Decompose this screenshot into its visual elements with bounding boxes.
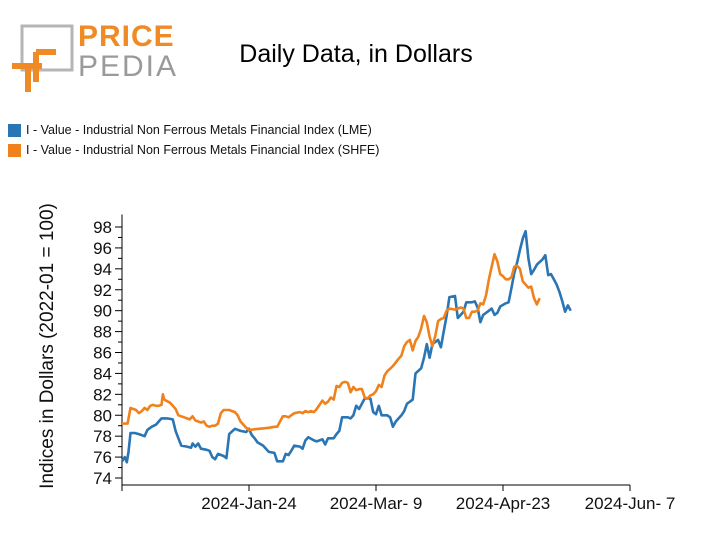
legend-swatch-shfe	[8, 143, 21, 157]
logo-square	[20, 24, 74, 72]
series-group	[120, 229, 572, 464]
y-tick-label: 94	[93, 260, 112, 279]
y-tick-label: 88	[93, 323, 112, 342]
legend-item-shfe[interactable]: I - Value - Industrial Non Ferrous Metal…	[8, 140, 379, 160]
legend-swatch-lme	[8, 123, 21, 137]
y-tick-label: 86	[93, 344, 112, 363]
y-tick-label: 74	[93, 469, 112, 488]
series-line-shfe	[122, 252, 541, 432]
y-tick-label: 98	[93, 218, 112, 237]
y-axis-label: Indices in Dollars (2022-01 = 100)	[37, 203, 58, 489]
logo-mark	[12, 24, 74, 92]
chart-title: Daily Data, in Dollars	[239, 40, 473, 68]
y-tick-label: 76	[93, 448, 112, 467]
y-tick-label: 90	[93, 302, 112, 321]
y-tick-label: 82	[93, 385, 112, 404]
y-tick-label: 80	[93, 406, 112, 425]
logo-word-pedia: PEDIA	[78, 50, 179, 83]
legend-label-shfe: I - Value - Industrial Non Ferrous Metal…	[26, 143, 380, 157]
x-tick-label: 2024-Apr-23	[456, 494, 551, 513]
logo-word-price: PRICE	[78, 20, 175, 53]
x-tick-label: 2024-Jun- 7	[585, 494, 676, 513]
legend-item-lme[interactable]: I - Value - Industrial Non Ferrous Metal…	[8, 120, 379, 140]
series-line-lme	[120, 229, 572, 464]
x-tick-label: 2024-Jan-24	[201, 494, 296, 513]
y-tick-label: 96	[93, 239, 112, 258]
y-tick-label: 78	[93, 427, 112, 446]
legend: I - Value - Industrial Non Ferrous Metal…	[8, 120, 379, 160]
y-tick-label: 92	[93, 281, 112, 300]
x-tick-label: 2024-Mar- 9	[330, 494, 423, 513]
pricepedia-logo: PRICE PEDIA	[8, 22, 176, 94]
y-tick-label: 84	[93, 364, 112, 383]
logo-brackets	[12, 49, 56, 92]
legend-label-lme: I - Value - Industrial Non Ferrous Metal…	[26, 123, 372, 137]
